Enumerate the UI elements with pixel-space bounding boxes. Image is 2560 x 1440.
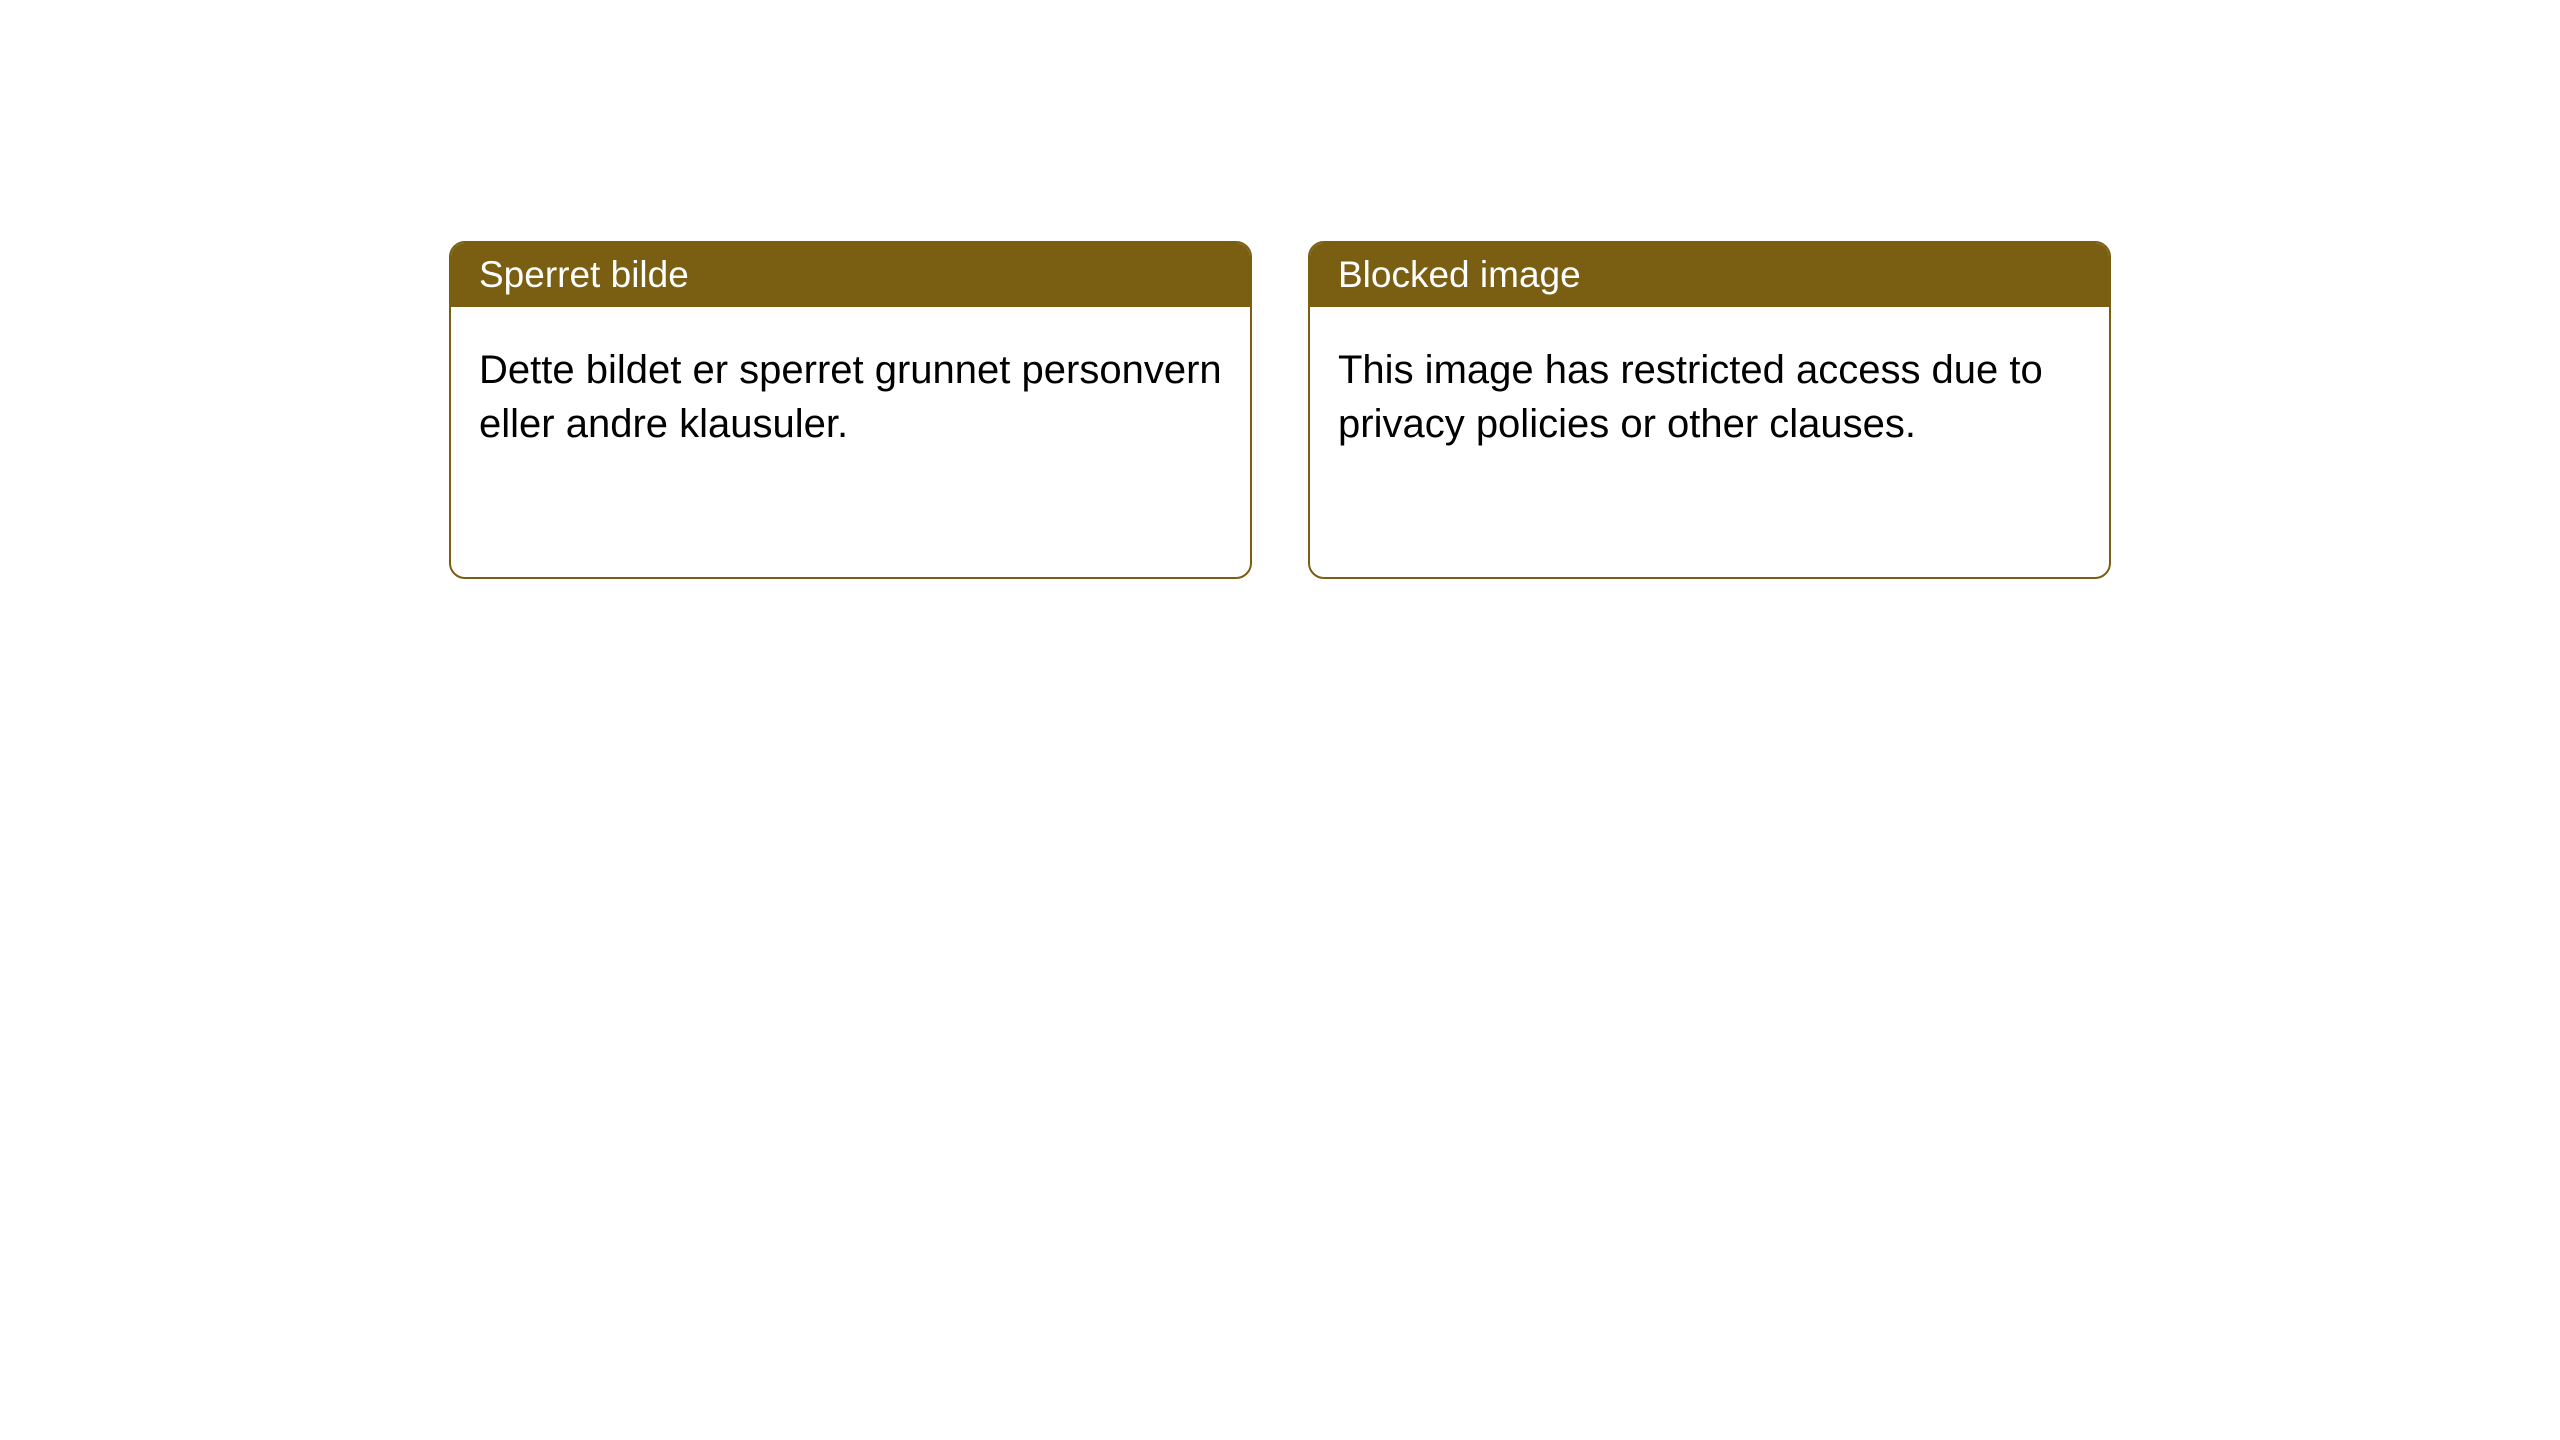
notice-card-english: Blocked image This image has restricted … [1308,241,2111,579]
notice-body: This image has restricted access due to … [1310,307,2109,487]
notice-header: Blocked image [1310,243,2109,307]
notice-header: Sperret bilde [451,243,1250,307]
notice-card-norwegian: Sperret bilde Dette bildet er sperret gr… [449,241,1252,579]
notice-body: Dette bildet er sperret grunnet personve… [451,307,1250,487]
notice-container: Sperret bilde Dette bildet er sperret gr… [449,241,2111,579]
